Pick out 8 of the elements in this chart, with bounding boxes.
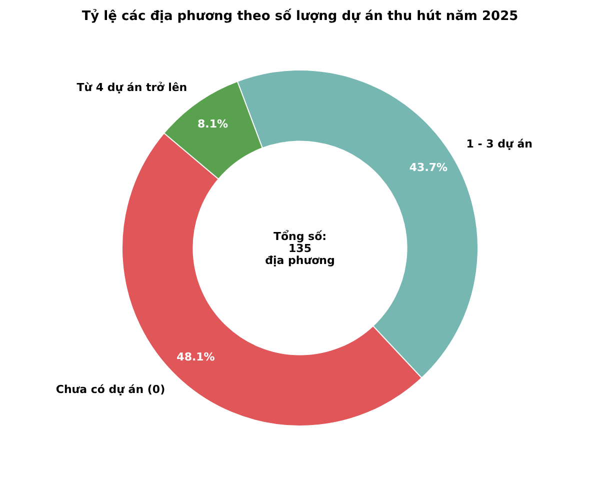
data-label: 8.1% bbox=[198, 117, 228, 130]
chart-title: Tỷ lệ các địa phương theo số lượng dự án thu hút năm 2025 bbox=[82, 8, 518, 24]
data-label: 43.7% bbox=[409, 161, 448, 174]
data-label: 48.1% bbox=[176, 350, 215, 364]
slice-label: Chưa có dự án (0) bbox=[56, 382, 166, 396]
slice-label: Từ 4 dự án trở lên bbox=[76, 80, 188, 94]
slice-label: 1 - 3 dự án bbox=[466, 138, 532, 151]
text: Tổng số: 135 địa phương bbox=[265, 229, 335, 267]
